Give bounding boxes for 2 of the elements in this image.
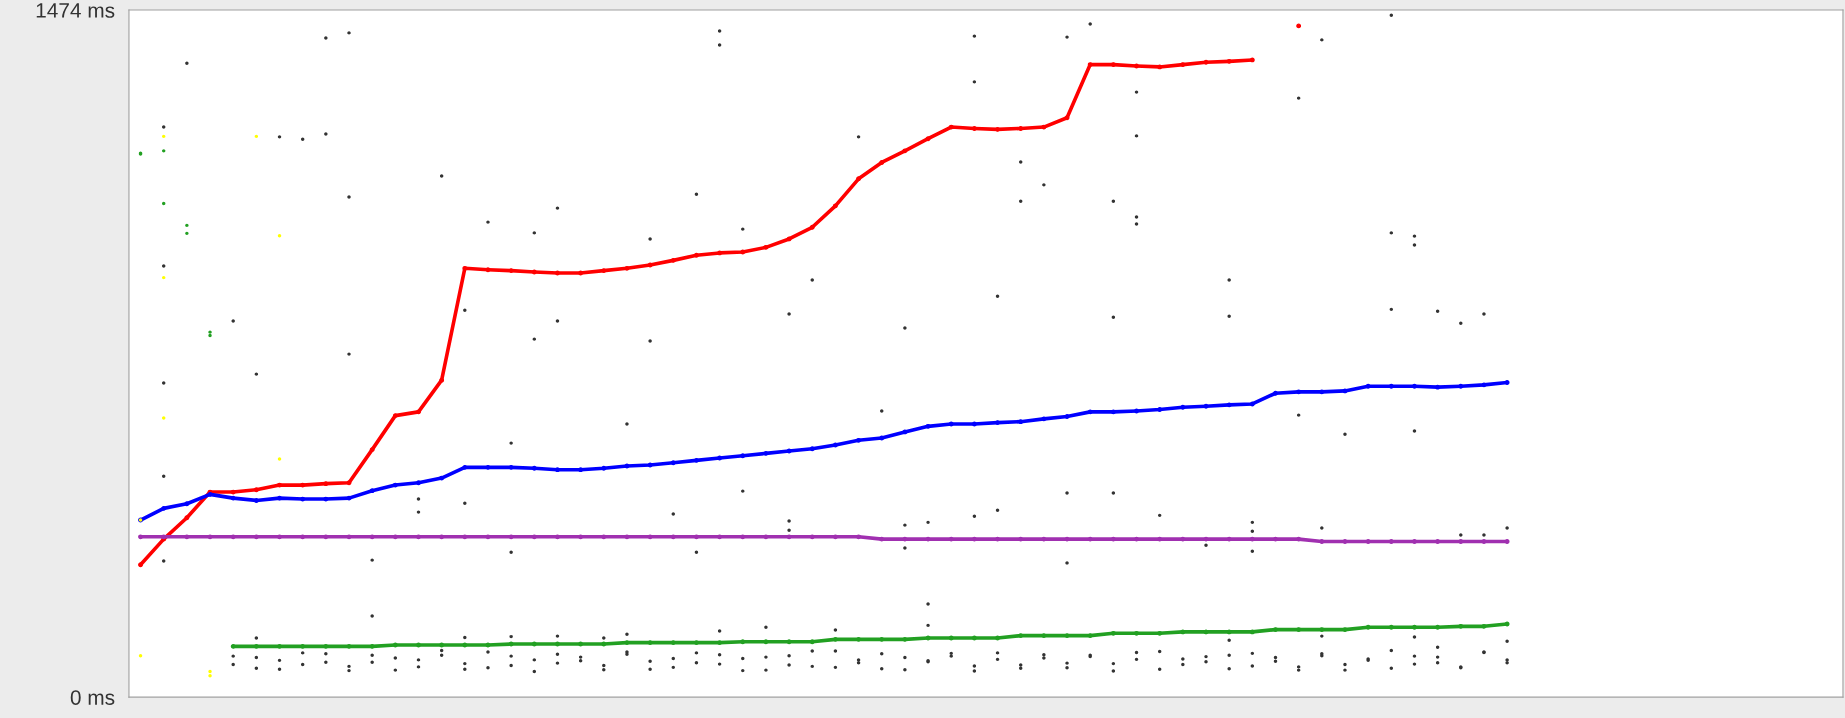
y-tick-label: 0 ms (70, 690, 115, 705)
y-tick-label: 1474 ms (36, 3, 115, 18)
